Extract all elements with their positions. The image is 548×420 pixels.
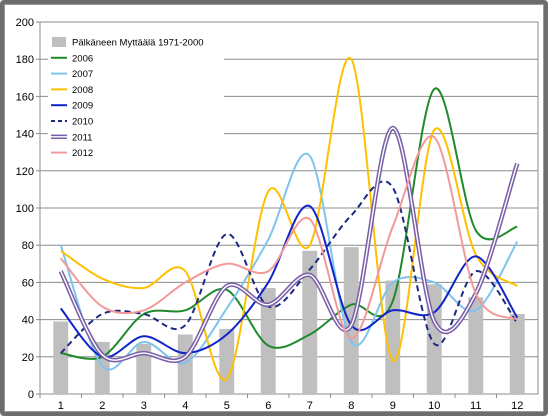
bar-month-7: [302, 250, 318, 394]
bar-month-9: [385, 280, 401, 394]
yearly-series-lines: [58, 57, 520, 382]
legend-label: 2009: [72, 101, 93, 112]
bar-month-6: [260, 288, 276, 394]
series-line-2012: [59, 135, 518, 340]
legend-label: 2012: [72, 148, 93, 159]
bar-month-11: [468, 297, 484, 394]
series-line-2009: [59, 204, 519, 359]
x-tick-label: 6: [265, 400, 271, 412]
x-tick-label: 3: [141, 400, 147, 412]
bar-month-4: [177, 334, 193, 394]
legend: Pälkäneen Myttäälä 1971-2000 2006 2007 2008…: [48, 33, 224, 161]
legend-box: [48, 33, 224, 161]
bar-month-12: [509, 314, 525, 394]
legend-label: 2011: [72, 132, 92, 143]
legend-swatch: [52, 37, 66, 47]
x-tick-label: 8: [348, 400, 354, 412]
bar-month-5: [219, 328, 235, 394]
x-tick-label: 1: [58, 400, 64, 412]
y-tick-label: 60: [22, 277, 34, 289]
y-tick-label: 100: [16, 203, 34, 215]
y-tick-label: 0: [28, 389, 34, 401]
y-tick-label: 80: [22, 240, 34, 252]
x-tick-label: 10: [428, 400, 440, 412]
y-tick-label: 160: [16, 91, 34, 103]
x-tick-label: 12: [511, 400, 523, 412]
legend-label: 2007: [72, 69, 93, 80]
x-tick-label: 5: [224, 400, 230, 412]
y-tick-label: 140: [16, 129, 34, 141]
x-tick-label: 2: [99, 400, 105, 412]
legend-label: 2006: [72, 53, 93, 64]
bar-month-1: [53, 321, 69, 394]
y-tick-label: 180: [16, 54, 34, 66]
y-tick-label: 120: [16, 166, 34, 178]
x-tick-label: 11: [470, 400, 481, 412]
series-line-2011-inner: [60, 127, 518, 362]
y-tick-label: 20: [22, 352, 34, 364]
legend-label: 2008: [72, 85, 93, 96]
x-tick-label: 7: [307, 400, 313, 412]
y-tick-label: 200: [16, 17, 34, 29]
legend-label: Pälkäneen Myttäälä 1971-2000: [72, 38, 204, 49]
legend-label: 2010: [72, 117, 93, 128]
y-tick-label: 40: [22, 315, 34, 327]
x-tick-label: 4: [182, 400, 188, 412]
x-tick-label: 9: [390, 400, 396, 412]
series-line-2007: [59, 152, 519, 371]
bar-month-3: [136, 343, 152, 394]
series-line-2008: [60, 57, 518, 382]
